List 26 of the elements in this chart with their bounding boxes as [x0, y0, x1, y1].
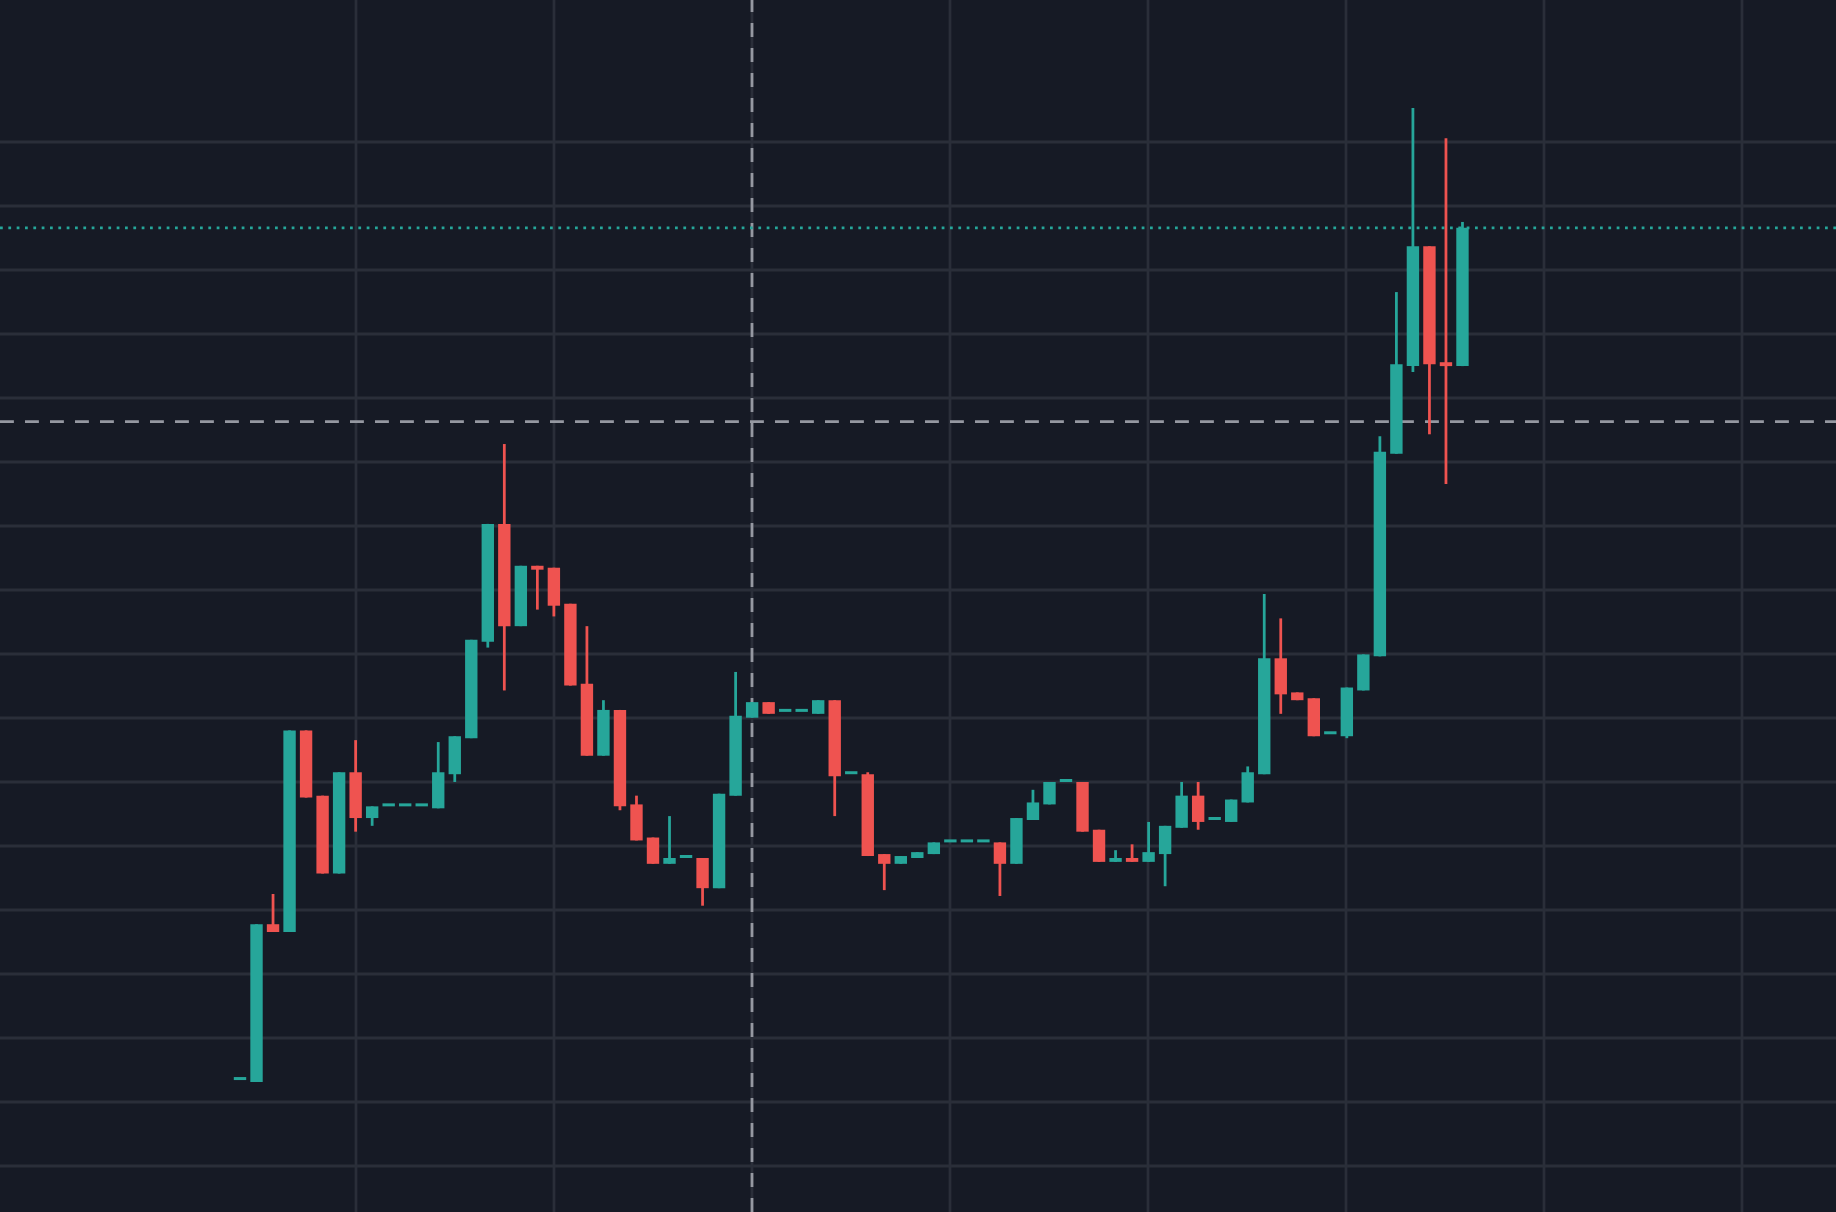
- candlestick: [1274, 616, 1287, 716]
- candlestick: [597, 698, 610, 758]
- candlestick: [1026, 788, 1040, 822]
- candlestick: [878, 852, 891, 892]
- candlestick: [1175, 780, 1188, 830]
- candlestick: [1010, 816, 1023, 866]
- candlestick: [349, 738, 362, 834]
- candlestick: [630, 794, 643, 842]
- candlestick: [448, 734, 461, 784]
- candlestick: [663, 814, 676, 866]
- candlestick: [696, 856, 709, 908]
- candlestick: [993, 841, 1007, 898]
- candlestick: [266, 892, 280, 934]
- candlestick: [432, 740, 445, 810]
- candlestick: [365, 804, 379, 828]
- candlestick: [1307, 696, 1320, 738]
- candlestick: [1142, 820, 1155, 864]
- candlestick: [1191, 780, 1205, 832]
- candlestick: [1357, 653, 1370, 692]
- candlestick: [547, 566, 561, 618]
- candlestick: [1158, 824, 1172, 888]
- candlestick: [1241, 765, 1254, 804]
- candlestick: [1092, 828, 1106, 864]
- candlestick: [646, 836, 660, 866]
- candlestick: [531, 564, 544, 611]
- candlestick: [1439, 136, 1453, 486]
